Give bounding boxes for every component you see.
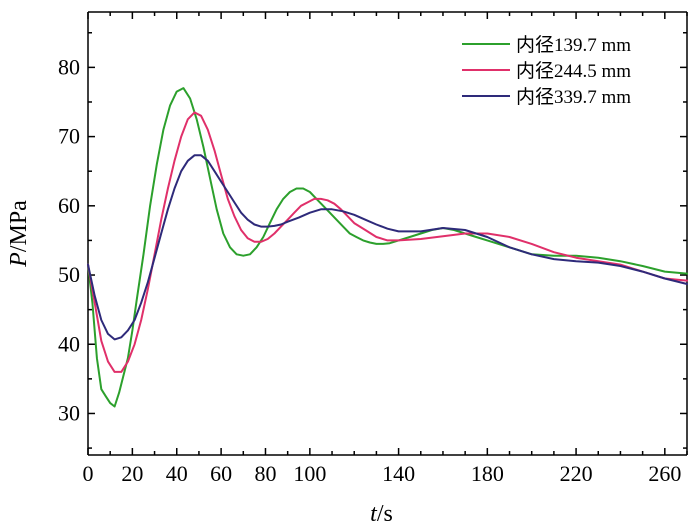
- y-axis-title: P/MPa: [6, 200, 32, 268]
- y-tick-label: 30: [58, 400, 80, 425]
- x-tick-label: 220: [560, 461, 593, 486]
- x-axis-title: t/s: [370, 501, 393, 527]
- series-line-1: [87, 87, 688, 408]
- x-tick-label: 140: [382, 461, 415, 486]
- x-tick-label: 100: [293, 461, 326, 486]
- x-tick-label: 20: [121, 461, 143, 486]
- y-tick-label: 70: [58, 124, 80, 149]
- legend-label-1: 内径139.7 mm: [516, 34, 631, 56]
- y-tick-label: 60: [58, 193, 80, 218]
- series-line-2: [87, 111, 688, 373]
- legend-label-3: 内径339.7 mm: [516, 86, 631, 108]
- x-tick-label: 0: [83, 461, 94, 486]
- legend-label-2: 内径244.5 mm: [516, 60, 631, 82]
- y-tick-label: 80: [58, 54, 80, 79]
- series-line-3: [87, 154, 688, 341]
- x-tick-label: 40: [166, 461, 188, 486]
- y-tick-label: 40: [58, 331, 80, 356]
- y-tick-label: 50: [58, 262, 80, 287]
- x-tick-label: 180: [471, 461, 504, 486]
- x-tick-label: 60: [210, 461, 232, 486]
- x-tick-label: 80: [254, 461, 276, 486]
- x-tick-label: 260: [648, 461, 681, 486]
